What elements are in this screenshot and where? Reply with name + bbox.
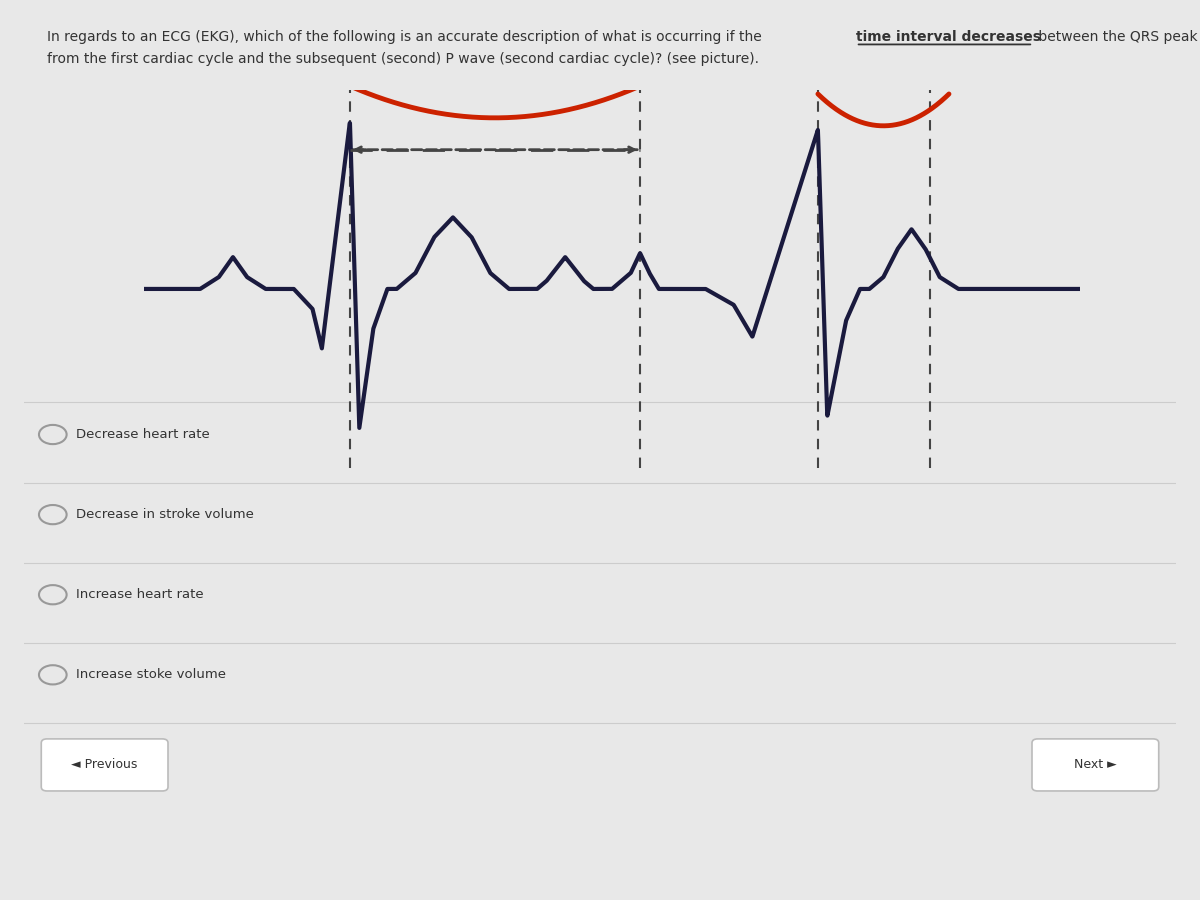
Text: Decrease heart rate: Decrease heart rate	[76, 428, 210, 441]
FancyBboxPatch shape	[41, 739, 168, 791]
Text: Decrease in stroke volume: Decrease in stroke volume	[76, 508, 253, 521]
Text: between the QRS peak: between the QRS peak	[1034, 30, 1198, 44]
Text: Next ►: Next ►	[1074, 759, 1117, 771]
Text: Increase stoke volume: Increase stoke volume	[76, 669, 226, 681]
FancyBboxPatch shape	[1032, 739, 1159, 791]
Text: time interval decreases: time interval decreases	[856, 30, 1040, 44]
Text: ◄ Previous: ◄ Previous	[72, 759, 138, 771]
Text: In regards to an ECG (EKG), which of the following is an accurate description of: In regards to an ECG (EKG), which of the…	[47, 30, 766, 44]
Text: Increase heart rate: Increase heart rate	[76, 589, 204, 601]
Text: from the first cardiac cycle and the subsequent (second) P wave (second cardiac : from the first cardiac cycle and the sub…	[47, 51, 760, 66]
